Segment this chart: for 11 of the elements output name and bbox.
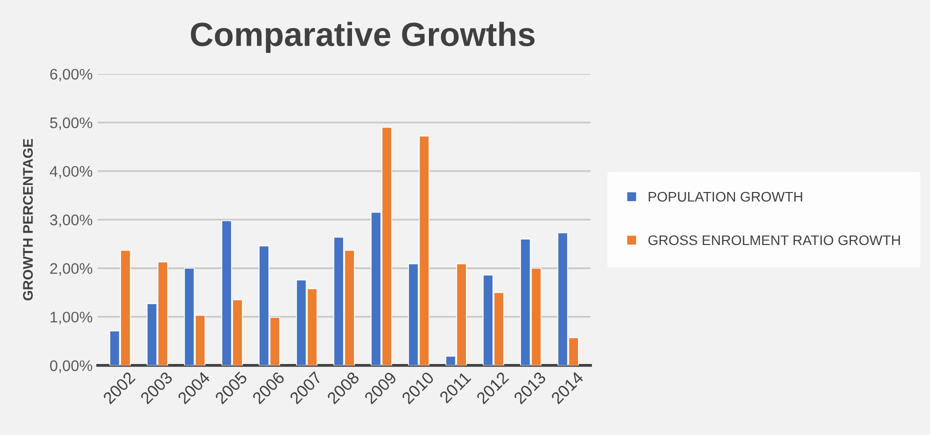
y-tick-label: 3,00% (50, 214, 92, 228)
chart-title: Comparative Growths (190, 22, 535, 53)
y-tick-label: 0,00% (50, 360, 92, 373)
y-tick-label: 2,00% (50, 263, 92, 276)
legend-label: GROSS ENROLMENT RATIO GROWTH (648, 235, 900, 246)
legend-label: POPULATION GROWTH (648, 192, 802, 202)
y-tick-label: 4,00% (50, 166, 92, 179)
y-tick-label: 5,00% (50, 117, 92, 130)
y-tick-label: 6,00% (50, 68, 92, 82)
y-axis-title: GROWTH PERCENTAGE (23, 138, 33, 300)
y-tick-label: 1,00% (50, 312, 92, 324)
